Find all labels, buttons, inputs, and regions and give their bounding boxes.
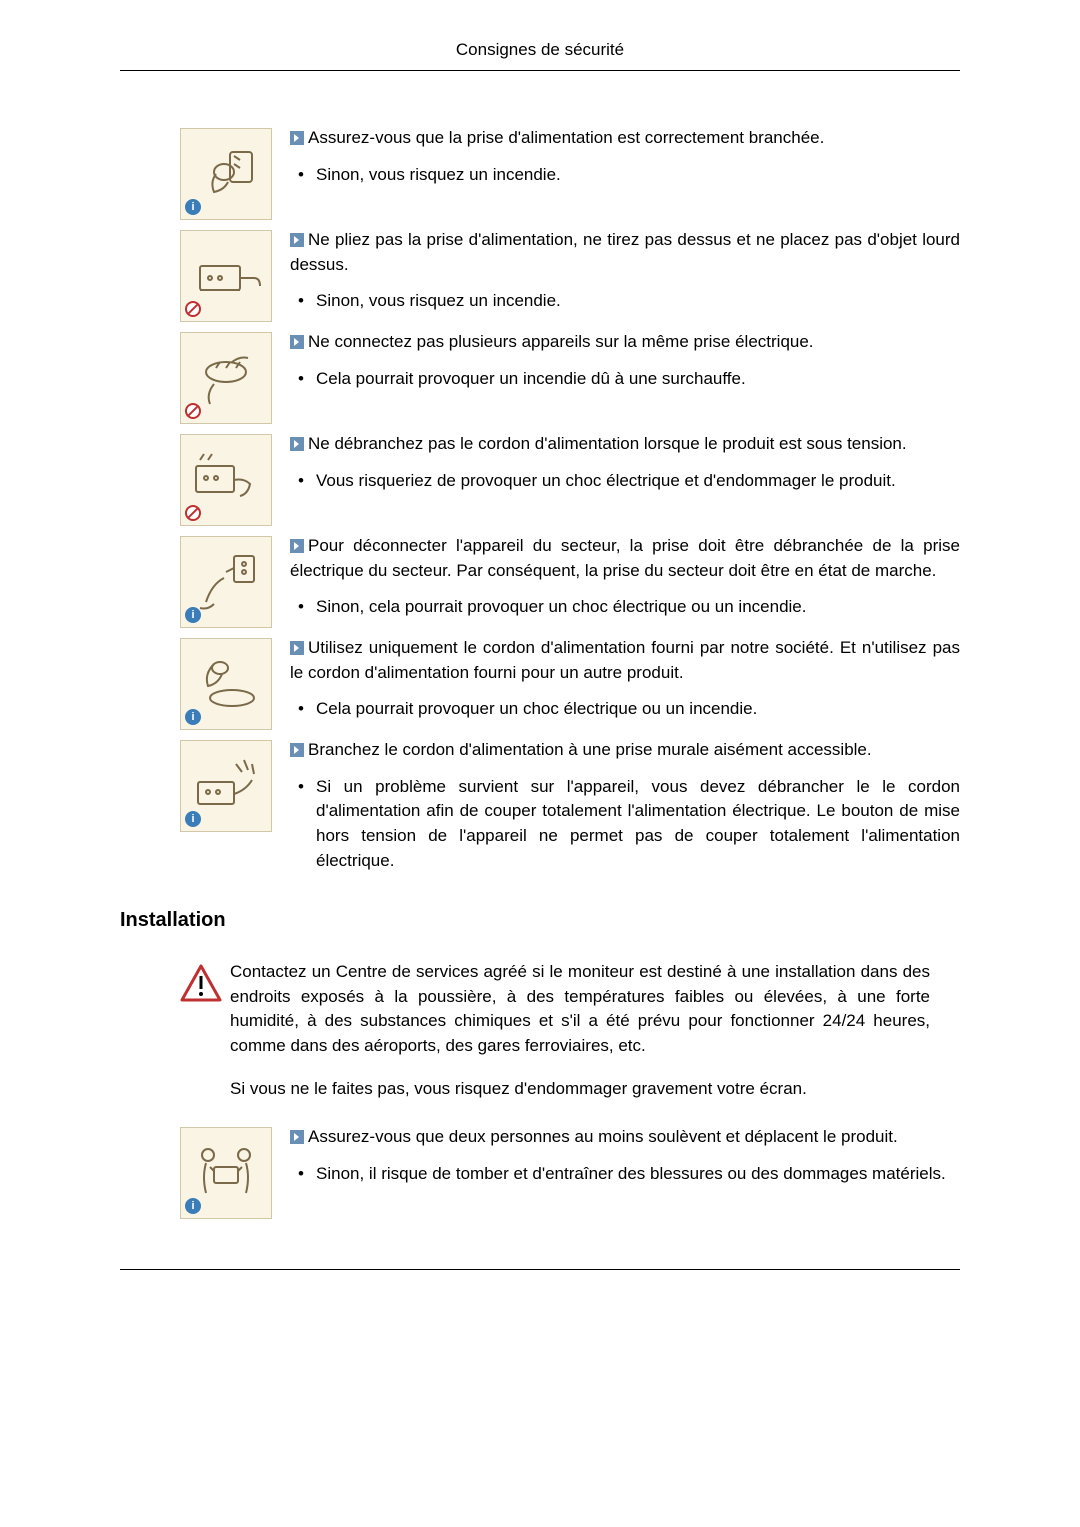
item-text: Branchez le cordon d'alimentation à une … (290, 738, 960, 879)
item-lead: Ne connectez pas plusieurs appareils sur… (308, 332, 814, 351)
item-lead: Pour déconnecter l'appareil du secteur, … (290, 536, 960, 580)
item-bullets: Vous risqueriez de provoquer un choc éle… (290, 469, 960, 494)
safety-item: i Utilisez uniquement le cordon d'alimen… (120, 636, 960, 730)
item-bullets: Sinon, cela pourrait provoquer un choc é… (290, 595, 960, 620)
item-text: Utilisez uniquement le cordon d'alimenta… (290, 636, 960, 728)
illustration-use-supplied-cord: i (180, 638, 272, 730)
item-lead: Branchez le cordon d'alimentation à une … (308, 740, 872, 759)
warning-paragraph: Si vous ne le faites pas, vous risquez d… (230, 1077, 930, 1102)
item-lead: Ne débranchez pas le cordon d'alimentati… (308, 434, 907, 453)
arrow-icon (290, 641, 304, 655)
item-bullets: Cela pourrait provoquer un incendie dû à… (290, 367, 960, 392)
bullet: Si un problème survient sur l'appareil, … (290, 775, 960, 874)
illustration-cell: i (180, 126, 290, 220)
item-bullets: Sinon, vous risquez un incendie. (290, 289, 960, 314)
item-bullets: Si un problème survient sur l'appareil, … (290, 775, 960, 874)
illustration-disconnect-mains: i (180, 536, 272, 628)
prohibit-badge-icon (185, 403, 201, 419)
item-bullets: Cela pourrait provoquer un choc électriq… (290, 697, 960, 722)
prohibit-badge-icon (185, 505, 201, 521)
arrow-icon (290, 1130, 304, 1144)
safety-item: Ne connectez pas plusieurs appareils sur… (120, 330, 960, 424)
item-text: Ne connectez pas plusieurs appareils sur… (290, 330, 960, 397)
section-heading-installation: Installation (120, 909, 960, 932)
illustration-cell: i (180, 1125, 290, 1219)
item-bullets: Sinon, vous risquez un incendie. (290, 163, 960, 188)
safety-item: i Pour déconnecter l'appareil du secteur… (120, 534, 960, 628)
safety-item: i Assurez-vous que deux personnes au moi… (120, 1125, 960, 1219)
bullet: Cela pourrait provoquer un incendie dû à… (290, 367, 960, 392)
item-lead: Assurez-vous que la prise d'alimentation… (308, 128, 824, 147)
illustration-cell: i (180, 636, 290, 730)
item-text: Assurez-vous que la prise d'alimentation… (290, 126, 960, 193)
info-badge-icon: i (185, 607, 201, 623)
arrow-icon (290, 335, 304, 349)
warning-text: Contactez un Centre de services agréé si… (230, 960, 960, 1101)
item-bullets: Sinon, il risque de tomber et d'entraîne… (290, 1162, 960, 1187)
bullet: Sinon, vous risquez un incendie. (290, 289, 960, 314)
bullet: Vous risqueriez de provoquer un choc éle… (290, 469, 960, 494)
illustration-plug-correct: i (180, 128, 272, 220)
illustration-cell: i (180, 738, 290, 832)
item-text: Ne pliez pas la prise d'alimentation, ne… (290, 228, 960, 320)
bullet: Sinon, vous risquez un incendie. (290, 163, 960, 188)
illustration-cell (180, 432, 290, 526)
arrow-icon (290, 233, 304, 247)
page-header: Consignes de sécurité (120, 40, 960, 71)
warning-paragraph: Contactez un Centre de services agréé si… (230, 960, 930, 1059)
page: Consignes de sécurité i Assurez-vous que… (0, 0, 1080, 1330)
footer-rule (120, 1269, 960, 1270)
arrow-icon (290, 539, 304, 553)
item-text: Ne débranchez pas le cordon d'alimentati… (290, 432, 960, 499)
info-badge-icon: i (185, 199, 201, 215)
illustration-cell (180, 330, 290, 424)
safety-item: Ne débranchez pas le cordon d'alimentati… (120, 432, 960, 526)
bullet: Cela pourrait provoquer un choc électriq… (290, 697, 960, 722)
illustration-no-bend (180, 230, 272, 322)
info-badge-icon: i (185, 811, 201, 827)
illustration-cell: i (180, 534, 290, 628)
arrow-icon (290, 131, 304, 145)
warning-block: Contactez un Centre de services agréé si… (180, 960, 960, 1101)
illustration-no-multi-plug (180, 332, 272, 424)
illustration-two-people-lift: i (180, 1127, 272, 1219)
item-lead: Assurez-vous que deux personnes au moins… (308, 1127, 898, 1146)
illustration-accessible-outlet: i (180, 740, 272, 832)
item-text: Pour déconnecter l'appareil du secteur, … (290, 534, 960, 626)
illustration-no-unplug-on (180, 434, 272, 526)
arrow-icon (290, 743, 304, 757)
illustration-cell (180, 228, 290, 322)
bullet: Sinon, cela pourrait provoquer un choc é… (290, 595, 960, 620)
warning-triangle-icon (180, 960, 230, 1007)
bullet: Sinon, il risque de tomber et d'entraîne… (290, 1162, 960, 1187)
safety-item: Ne pliez pas la prise d'alimentation, ne… (120, 228, 960, 322)
item-lead: Utilisez uniquement le cordon d'alimenta… (290, 638, 960, 682)
info-badge-icon: i (185, 709, 201, 725)
prohibit-badge-icon (185, 301, 201, 317)
arrow-icon (290, 437, 304, 451)
safety-item: i Assurez-vous que la prise d'alimentati… (120, 126, 960, 220)
safety-item: i Branchez le cordon d'alimentation à un… (120, 738, 960, 879)
item-lead: Ne pliez pas la prise d'alimentation, ne… (290, 230, 960, 274)
item-text: Assurez-vous que deux personnes au moins… (290, 1125, 960, 1192)
